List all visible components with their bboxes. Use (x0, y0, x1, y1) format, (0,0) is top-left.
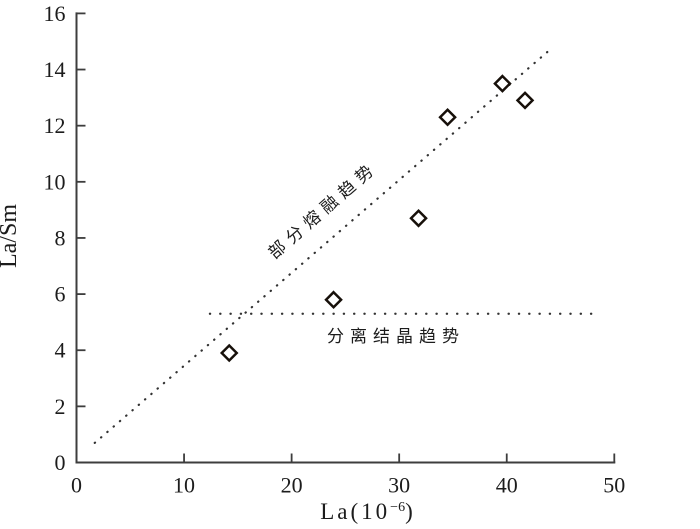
y-tick-label: 4 (55, 338, 66, 363)
data-point-diamond (438, 107, 457, 127)
data-point-diamond (324, 290, 343, 309)
x-tick-label: 40 (496, 473, 518, 498)
data-point-diamond (493, 74, 512, 93)
y-tick-label: 16 (44, 1, 66, 26)
x-tick-label: 50 (603, 473, 625, 498)
data-point-diamond (409, 209, 428, 228)
x-tick-label: 10 (173, 473, 195, 498)
data-point-diamond (219, 343, 239, 363)
data-point-diamond (515, 91, 535, 110)
partial-melting-trend-line (93, 48, 551, 444)
x-tick-label: 30 (388, 473, 410, 498)
y-axis-title: La/Sm (0, 204, 22, 268)
y-tick-label: 14 (44, 57, 66, 82)
x-tick-label: 0 (71, 473, 82, 498)
y-tick-label: 10 (44, 169, 66, 194)
partial-melting-trend-label: 部分熔融趋势 (265, 158, 382, 263)
y-tick-label: 12 (44, 113, 66, 138)
y-tick-label: 8 (55, 225, 66, 250)
y-tick-label: 0 (55, 450, 66, 475)
y-tick-label: 6 (55, 282, 66, 307)
y-tick-label: 2 (55, 394, 66, 419)
fractional-crystallization-trend-label: 分离结晶趋势 (327, 327, 465, 346)
x-tick-label: 20 (281, 473, 303, 498)
x-axis-title: La(10−6) (320, 499, 416, 524)
